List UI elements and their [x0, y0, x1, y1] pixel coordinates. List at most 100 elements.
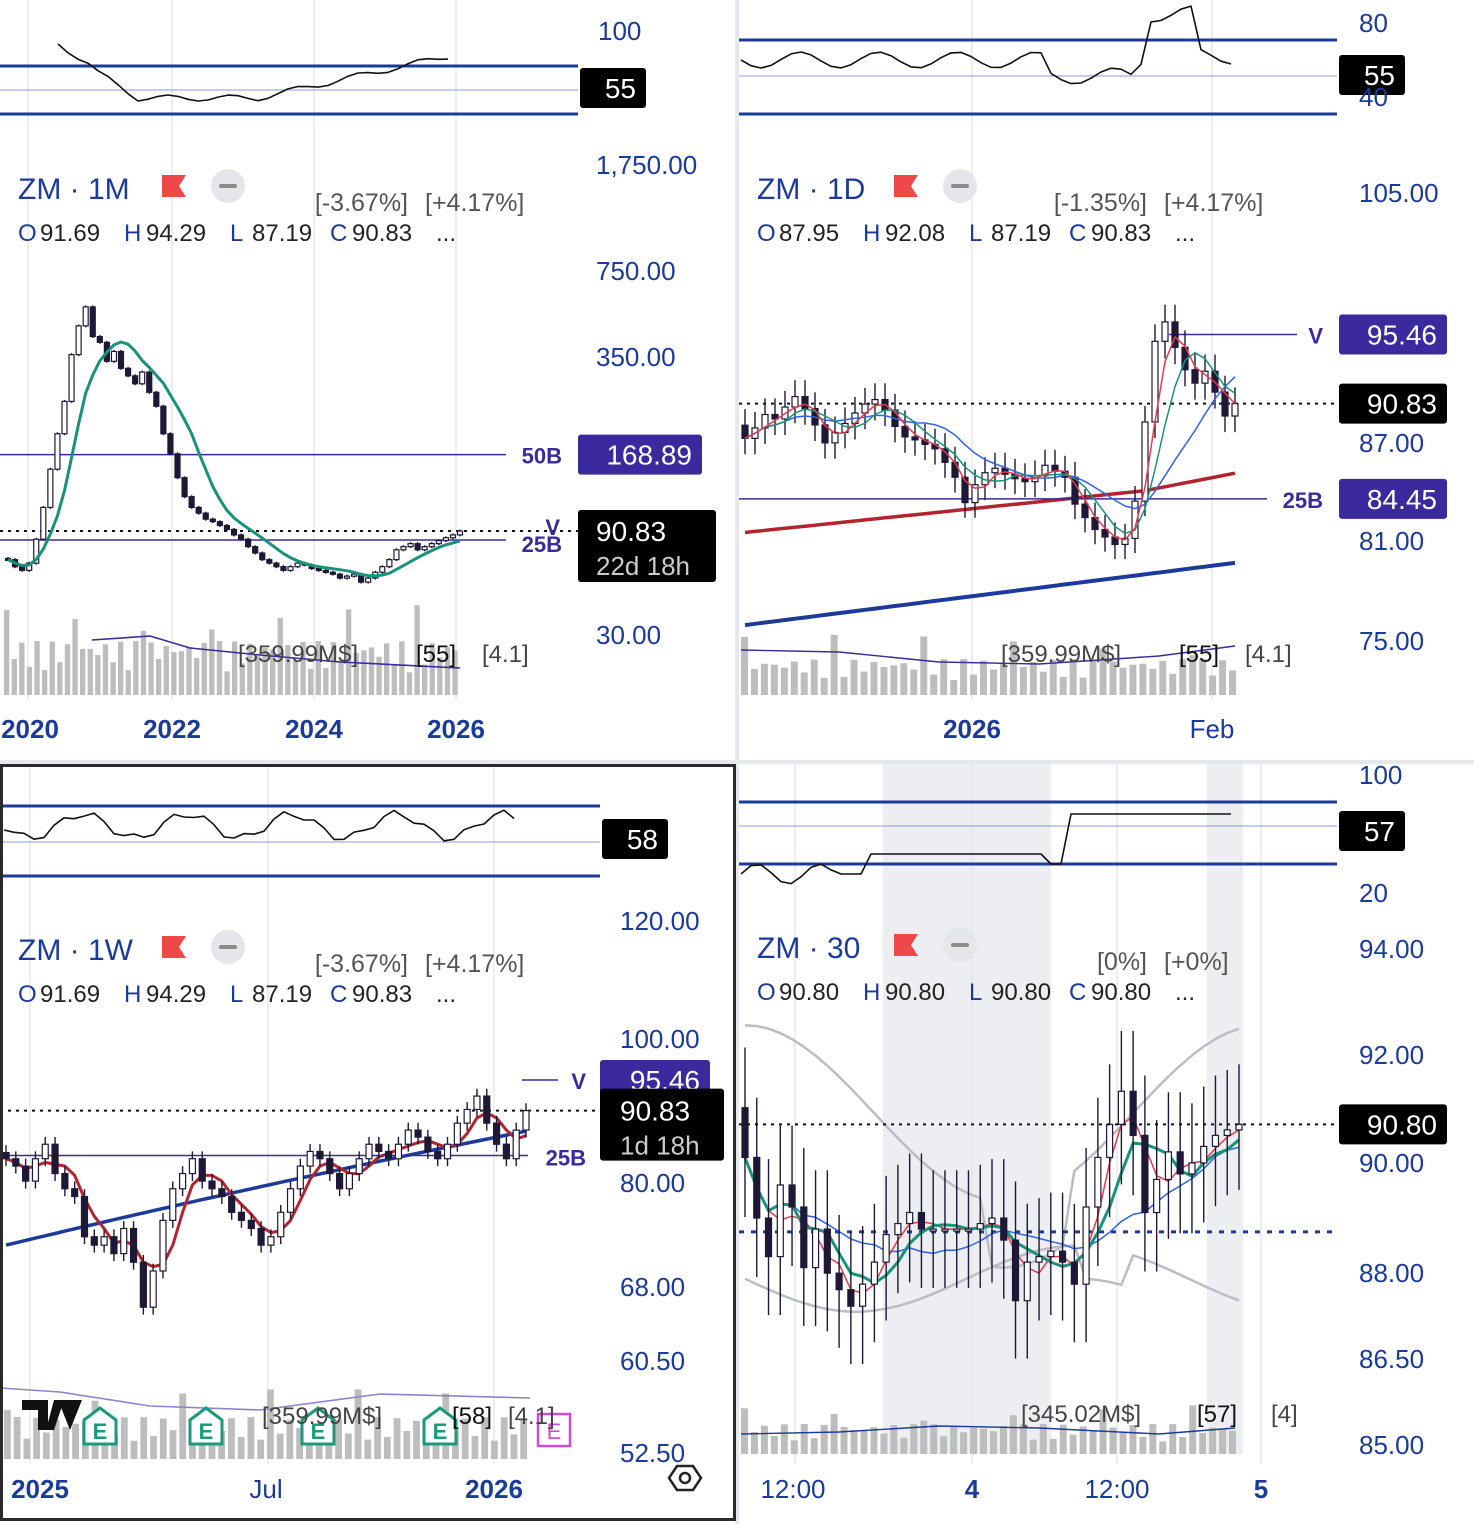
- candle-body: [365, 577, 372, 583]
- last-price-label-bg: [578, 510, 716, 583]
- chart-1w-svg[interactable]: 58 ZM · 1W [-3.67%] [+4.17%] O 91.69 H 94.29 L 87…: [0, 764, 735, 1524]
- volume-bar: [52, 1420, 60, 1459]
- candle: [1081, 489, 1089, 533]
- moving-average-green: [7, 340, 461, 578]
- candle-body: [791, 395, 799, 408]
- volume-bar: [254, 655, 261, 695]
- volume-bar: [820, 677, 828, 695]
- candle-body: [202, 512, 209, 520]
- candle-body: [287, 566, 294, 571]
- volume-bar: [120, 1417, 128, 1459]
- flag-icon: [162, 175, 186, 197]
- volume-legend-mcap: [359.99M$]: [262, 1403, 382, 1430]
- volume-bar: [406, 672, 413, 695]
- time-axis-tick: Feb: [1190, 714, 1235, 744]
- price-axis-tick: 85.00: [1359, 1430, 1424, 1460]
- candle: [51, 1136, 59, 1182]
- last-price-label-bg: [1339, 383, 1447, 424]
- volume-bar: [257, 1439, 265, 1459]
- candle: [195, 505, 202, 515]
- candle: [442, 536, 449, 543]
- candle: [139, 1254, 147, 1315]
- candle: [971, 469, 979, 518]
- candle: [823, 1170, 831, 1332]
- candle-body: [502, 1143, 510, 1160]
- volume-bar: [1019, 667, 1027, 695]
- rsi-line: [740, 5, 1232, 85]
- candle: [761, 398, 769, 444]
- candle-body: [33, 538, 40, 564]
- volume-bar: [510, 1434, 518, 1459]
- volume-bar: [62, 1426, 70, 1459]
- earnings-badge-icon: [300, 1406, 336, 1446]
- volume-bar: [461, 1418, 469, 1459]
- candle-body: [294, 562, 301, 568]
- candle: [259, 551, 266, 562]
- candle-body: [266, 559, 273, 564]
- volume-bar: [1039, 671, 1047, 695]
- rsi-value-label: 57: [1364, 816, 1395, 847]
- candle: [71, 1181, 79, 1204]
- candle-body: [117, 350, 125, 369]
- chart-panel-30[interactable]: 57 100 20 ZM · 30 [0%] [+0%] O 90.80 H 90.80 L 90.8…: [739, 764, 1474, 1524]
- chart-panel-1w[interactable]: 58 ZM · 1W [-3.67%] [+4.17%] O 91.69 H 94.29 L 87…: [0, 764, 735, 1524]
- volume-bar: [1079, 677, 1087, 695]
- candle: [75, 324, 82, 357]
- candle: [2, 1145, 10, 1167]
- chart-1d-svg[interactable]: 55 80 40 ZM · 1D [-1.35%] [+4.17%] O 87.95 H 92.0…: [739, 0, 1474, 760]
- volume-bar: [1109, 661, 1117, 695]
- candle-body: [835, 1272, 843, 1291]
- candle: [1223, 1069, 1231, 1196]
- rsi-value-label: 55: [605, 73, 636, 104]
- candle: [1141, 405, 1149, 517]
- volume-bar: [42, 670, 48, 695]
- candle-body: [917, 1211, 926, 1230]
- candle: [434, 1144, 442, 1167]
- candle: [1191, 353, 1199, 400]
- candle-body: [124, 367, 132, 377]
- ohlc-c-value: 90.83: [1091, 220, 1151, 247]
- horizontal-divider[interactable]: [0, 760, 1474, 764]
- candle-body: [54, 433, 61, 470]
- candle-body: [1223, 1129, 1231, 1136]
- candle: [870, 1203, 878, 1343]
- volume-bar: [1229, 670, 1237, 695]
- rsi-upper-tick: 100: [598, 16, 641, 46]
- candle-body: [12, 1158, 20, 1167]
- candle: [991, 452, 999, 489]
- rsi-value-label-bg: [602, 819, 668, 859]
- volume-bar: [1059, 1424, 1067, 1454]
- volume-bar: [999, 663, 1007, 695]
- volume-bar: [354, 1389, 362, 1459]
- volume-bar: [880, 1433, 888, 1454]
- last-price-label: 90.83: [620, 1096, 690, 1127]
- candle: [1211, 1075, 1220, 1207]
- candle-body: [195, 506, 202, 514]
- chart-1m-svg[interactable]: 55 100 ZM · 1M [-3.67%] [+4.17%] O 91.69 H 94.29…: [0, 0, 735, 760]
- candle: [228, 1189, 236, 1220]
- volume-bar: [950, 679, 958, 695]
- volume-bar: [950, 1425, 958, 1454]
- candle-body: [90, 1236, 98, 1246]
- candle: [216, 520, 223, 527]
- volume-bar: [374, 1417, 381, 1459]
- candle-body: [424, 1136, 432, 1153]
- earnings-badge-icon: [188, 1406, 224, 1446]
- ohlc-o-value: 87.95: [779, 220, 839, 247]
- volume-bar: [140, 630, 147, 695]
- ohlc-c-value: 90.83: [352, 220, 412, 247]
- volume-bar: [1219, 1429, 1227, 1454]
- rsi-line: [3, 809, 515, 842]
- volume-bar: [232, 641, 238, 695]
- candle-body: [764, 1217, 773, 1258]
- chart-panel-1d[interactable]: 55 80 40 ZM · 1D [-1.35%] [+4.17%] O 87.95 H 92.0…: [739, 0, 1474, 760]
- candle-body: [1070, 1261, 1078, 1285]
- candle-body: [1023, 1261, 1031, 1302]
- candle: [1171, 304, 1179, 365]
- volume-bar: [118, 641, 124, 695]
- candle-body: [316, 1150, 324, 1160]
- chart-panel-1m[interactable]: 55 100 ZM · 1M [-3.67%] [+4.17%] O 91.69 H 94.29…: [0, 0, 735, 760]
- candle: [277, 1204, 285, 1245]
- candle-body: [386, 559, 393, 568]
